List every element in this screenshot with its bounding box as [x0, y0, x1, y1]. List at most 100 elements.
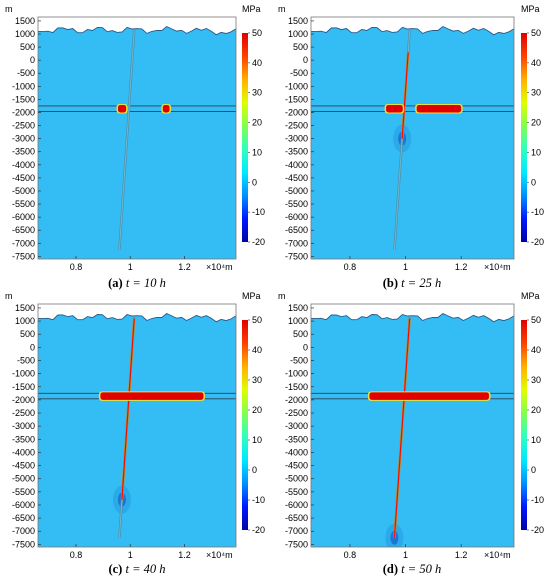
- y-tick-label: -2500: [12, 121, 35, 131]
- panel-caption: (c) t = 40 h: [108, 562, 165, 576]
- y-tick-label: 1500: [15, 16, 35, 26]
- y-axis-unit: m: [278, 4, 286, 14]
- fracture-zone: [416, 104, 462, 113]
- colorbar-gradient: [242, 33, 248, 242]
- x-tick-label: 1.2: [455, 550, 468, 560]
- x-tick-label: 1.2: [178, 262, 191, 272]
- caption-label: (b): [383, 276, 398, 290]
- x-axis-unit: ×10⁴m: [484, 262, 511, 272]
- stressed-well-core: [393, 318, 411, 538]
- colorbar-tick-label: -20: [252, 237, 265, 247]
- colorbar-tick-label: -10: [252, 207, 265, 217]
- y-tick-label: -4000: [285, 160, 308, 170]
- y-tick-label: 500: [293, 42, 308, 52]
- y-tick-label: -500: [290, 68, 308, 78]
- well-core: [118, 30, 135, 250]
- plot-frame: [37, 16, 237, 260]
- y-tick-label: -1000: [285, 81, 308, 91]
- stressed-well-core: [121, 318, 135, 500]
- colorbar-tick-label: 50: [252, 28, 262, 38]
- colorbar-gradient: [521, 320, 527, 530]
- colorbar-tick-label: 10: [531, 147, 541, 157]
- y-tick-label: 500: [20, 329, 35, 339]
- colorbar-unit: MPa: [242, 4, 261, 14]
- x-tick-label: 1.2: [178, 550, 191, 560]
- y-tick-label: -5000: [12, 186, 35, 196]
- y-tick-label: 500: [293, 329, 308, 339]
- formation-body: [311, 26, 514, 259]
- y-tick-label: 0: [303, 342, 308, 352]
- y-tick-label: -7500: [285, 539, 308, 549]
- y-tick-label: -7500: [285, 251, 308, 261]
- colorbar-tick-label: 50: [252, 315, 262, 325]
- y-tick-label: -6500: [12, 513, 35, 523]
- y-tick-label: -3500: [285, 434, 308, 444]
- y-tick-label: -6500: [285, 513, 308, 523]
- y-tick-label: -3000: [12, 134, 35, 144]
- y-tick-label: 0: [303, 55, 308, 65]
- colorbar-tick-label: 40: [252, 58, 262, 68]
- x-tick-label: 0.8: [344, 550, 357, 560]
- colorbar-tick-label: 0: [252, 465, 257, 475]
- caption-text: t = 10 h: [123, 276, 166, 290]
- colorbar-unit: MPa: [521, 4, 540, 14]
- y-tick-label: -7000: [12, 526, 35, 536]
- y-tick-label: 1000: [15, 29, 35, 39]
- y-tick-label: -1000: [285, 369, 308, 379]
- x-axis-unit: ×10⁴m: [484, 550, 511, 560]
- stressed-well-core: [401, 52, 409, 139]
- y-tick-label: -4500: [12, 173, 35, 183]
- x-axis-unit: ×10⁴m: [206, 262, 233, 272]
- y-tick-label: -5500: [285, 199, 308, 209]
- colorbar: MPa 50 40 30 20 10 0 -10 -20: [521, 291, 544, 535]
- panel-caption: (a) t = 10 h: [108, 276, 166, 290]
- stress-field: [38, 312, 236, 547]
- colorbar-tick-label: 30: [531, 375, 541, 385]
- y-axis-unit: m: [5, 4, 13, 14]
- x-tick-label: 1: [128, 262, 133, 272]
- y-tick-label: -4000: [12, 160, 35, 170]
- colorbar-tick-label: -10: [531, 207, 544, 217]
- x-tick-label: 1: [403, 550, 408, 560]
- y-tick-label: -3500: [12, 434, 35, 444]
- ground-surface-line: [311, 25, 514, 36]
- panel-4: 150010005000-500-1000-1500-2000-2500-300…: [278, 291, 544, 576]
- caption-label: (a): [108, 276, 123, 290]
- y-tick-label: -7500: [12, 251, 35, 261]
- y-tick-label: -6500: [12, 225, 35, 235]
- caption-text: t = 25 h: [398, 276, 441, 290]
- x-axis-unit: ×10⁴m: [206, 550, 233, 560]
- y-tick-label: -2500: [285, 121, 308, 131]
- colorbar-tick-label: -20: [252, 525, 265, 535]
- y-tick-label: -5500: [285, 487, 308, 497]
- caption-label: (d): [383, 562, 398, 576]
- y-tick-label: -1000: [12, 369, 35, 379]
- colorbar-tick-label: 20: [531, 405, 541, 415]
- y-tick-label: -3000: [285, 134, 308, 144]
- colorbar-tick-label: 20: [252, 405, 262, 415]
- y-tick-label: 0: [30, 342, 35, 352]
- colorbar-tick-label: -10: [252, 495, 265, 505]
- panel-2: 150010005000-500-1000-1500-2000-2500-300…: [278, 4, 544, 290]
- y-tick-label: -1500: [12, 94, 35, 104]
- y-tick-label: -3000: [12, 421, 35, 431]
- fracture-zone: [118, 104, 127, 113]
- x-tick-label: 0.8: [344, 262, 357, 272]
- y-tick-label: -2000: [12, 395, 35, 405]
- stress-field: [38, 25, 236, 259]
- formation-body: [38, 313, 236, 547]
- colorbar-tick-label: 0: [531, 177, 536, 187]
- y-tick-label: -5500: [12, 199, 35, 209]
- x-tick-label: 1: [128, 550, 133, 560]
- fracture-zone: [162, 104, 170, 113]
- colorbar-tick-label: 50: [531, 315, 541, 325]
- colorbar-tick-label: 30: [531, 88, 541, 98]
- colorbar-tick-label: 20: [531, 118, 541, 128]
- fracture-zone: [100, 392, 204, 400]
- y-tick-label: -4000: [285, 447, 308, 457]
- y-tick-label: 0: [30, 55, 35, 65]
- plot-frame: [37, 303, 237, 548]
- y-tick-label: -2500: [285, 408, 308, 418]
- panel-3: 150010005000-500-1000-1500-2000-2500-300…: [5, 291, 265, 576]
